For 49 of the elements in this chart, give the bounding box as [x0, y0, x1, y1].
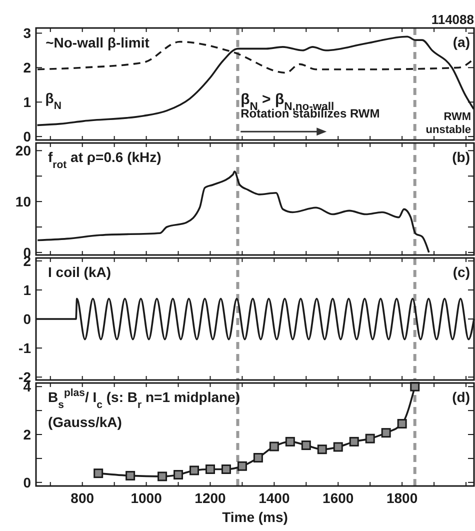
text: f$_{rot}$ at ρ=0.6 (kHz) — [48, 149, 162, 171]
annotation: (b) — [452, 149, 470, 165]
point — [269, 442, 279, 452]
y-tick-label: 0 — [23, 474, 32, 490]
point — [397, 418, 407, 428]
annotation: ~No-wall β-limit — [46, 34, 150, 50]
text: I coil (kA) — [48, 264, 112, 280]
point — [221, 464, 231, 474]
y-tick-label: 1 — [23, 94, 32, 110]
annotation: (c) — [452, 264, 470, 280]
y-tick-label: 2 — [23, 60, 32, 76]
point — [285, 436, 295, 446]
point — [190, 466, 200, 476]
point — [317, 444, 327, 454]
annotation: β$_{N}$ — [45, 90, 62, 112]
point — [158, 472, 168, 482]
point — [126, 470, 136, 480]
annotation: (a) — [452, 34, 470, 50]
x-tick-label: 800 — [70, 490, 94, 506]
x-tick-label: 1200 — [194, 490, 226, 506]
point — [333, 442, 343, 452]
y-tick-label: -1 — [18, 340, 32, 356]
point — [365, 434, 375, 444]
y-tick-label: 10 — [15, 193, 32, 210]
point — [349, 436, 359, 446]
y-tick-label: 20 — [15, 142, 32, 159]
y-tick-label: 2 — [23, 426, 32, 442]
text: (Gauss/kA) — [48, 414, 122, 430]
point — [381, 428, 391, 438]
y-tick-label: 0 — [23, 310, 32, 327]
x-axis-title: Time (ms) — [222, 509, 288, 525]
y-tick-label: 3 — [23, 25, 32, 42]
x-tick-label: 1000 — [130, 490, 162, 506]
text: 114088 — [431, 12, 474, 27]
x-tick-label: 1400 — [258, 490, 290, 506]
point — [94, 468, 104, 478]
annotation: RWM — [444, 111, 471, 123]
x-tick-label: 1800 — [386, 490, 418, 506]
point — [253, 452, 263, 462]
point — [301, 440, 311, 450]
text: B$_{s}$$^{plas}$/ I$_{c}$ (s: B$_{r}$ n=1 midplane) — [48, 387, 240, 411]
point — [205, 464, 215, 474]
y-tick-label: 1 — [23, 282, 32, 298]
annotation: (d) — [452, 389, 470, 405]
x-tick-label: 1600 — [322, 490, 354, 506]
y-tick-label: 0 — [23, 128, 32, 144]
point — [237, 461, 247, 471]
annotation: unstable — [426, 124, 471, 136]
point — [174, 470, 184, 480]
